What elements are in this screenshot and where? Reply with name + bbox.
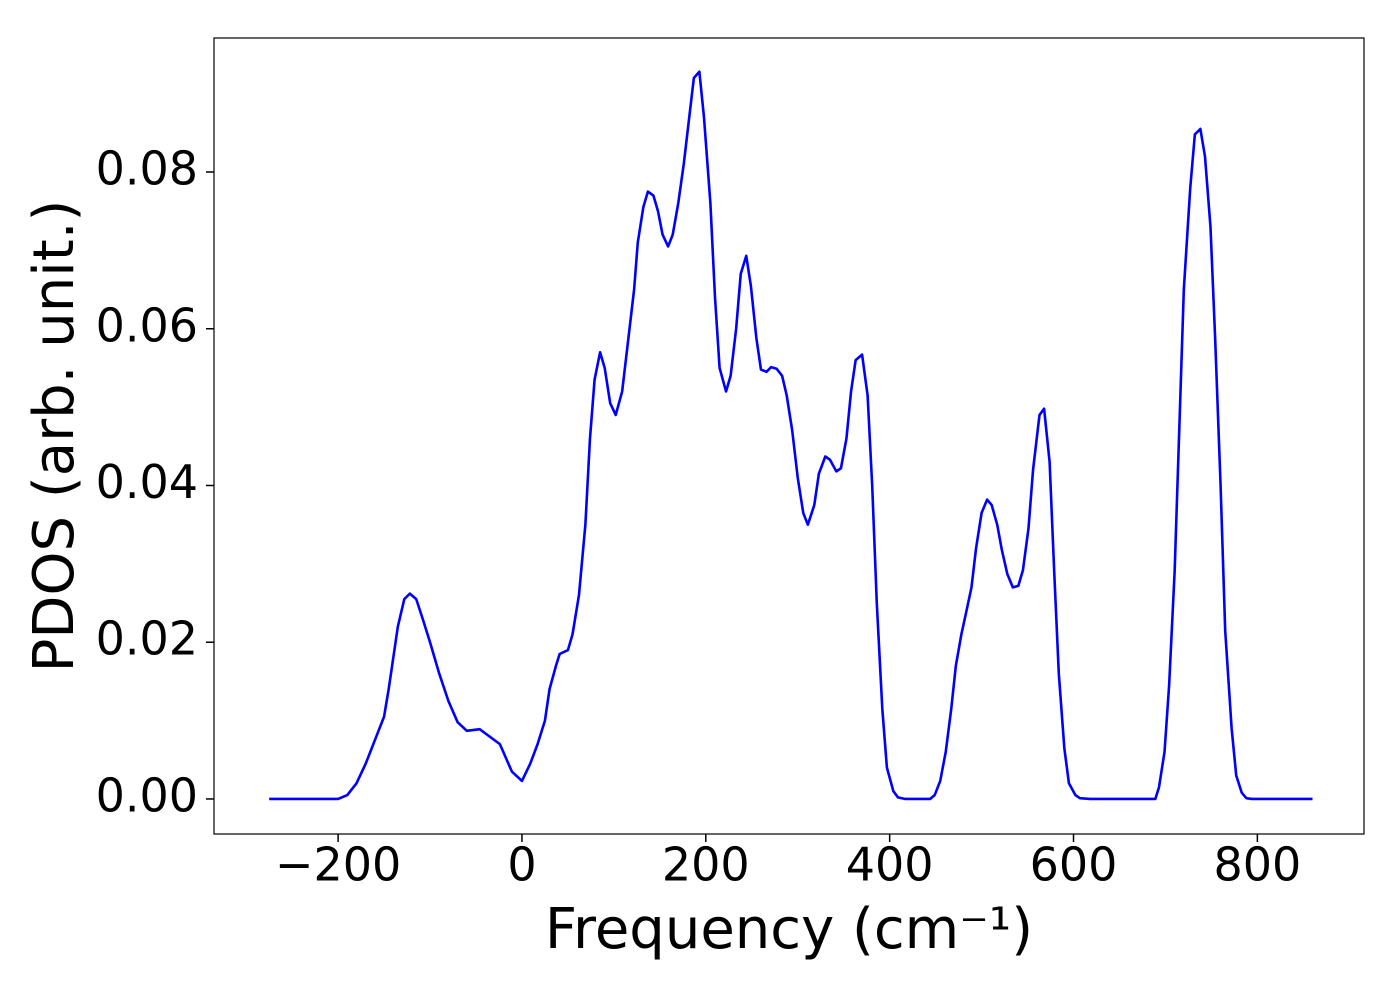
plot-frame	[213, 37, 1365, 835]
y-tick-label: 0.06	[96, 298, 198, 352]
y-tick-label: 0.08	[96, 142, 198, 196]
y-axis-label: PDOS (arb. unit.)	[22, 200, 87, 673]
data-line	[269, 70, 1313, 801]
x-tick-label: 600	[1030, 838, 1118, 892]
x-tick-label: 0	[507, 838, 536, 892]
x-tick-label: 800	[1213, 838, 1301, 892]
x-axis-label: Frequency (cm⁻¹)	[545, 897, 1033, 962]
y-tick-label: 0.00	[96, 768, 198, 822]
y-tick-label: 0.04	[96, 455, 198, 509]
x-tick-label: 400	[846, 838, 934, 892]
y-tick-label: 0.02	[96, 612, 198, 666]
x-tick-label: −200	[275, 838, 401, 892]
x-tick-label: 200	[662, 838, 750, 892]
